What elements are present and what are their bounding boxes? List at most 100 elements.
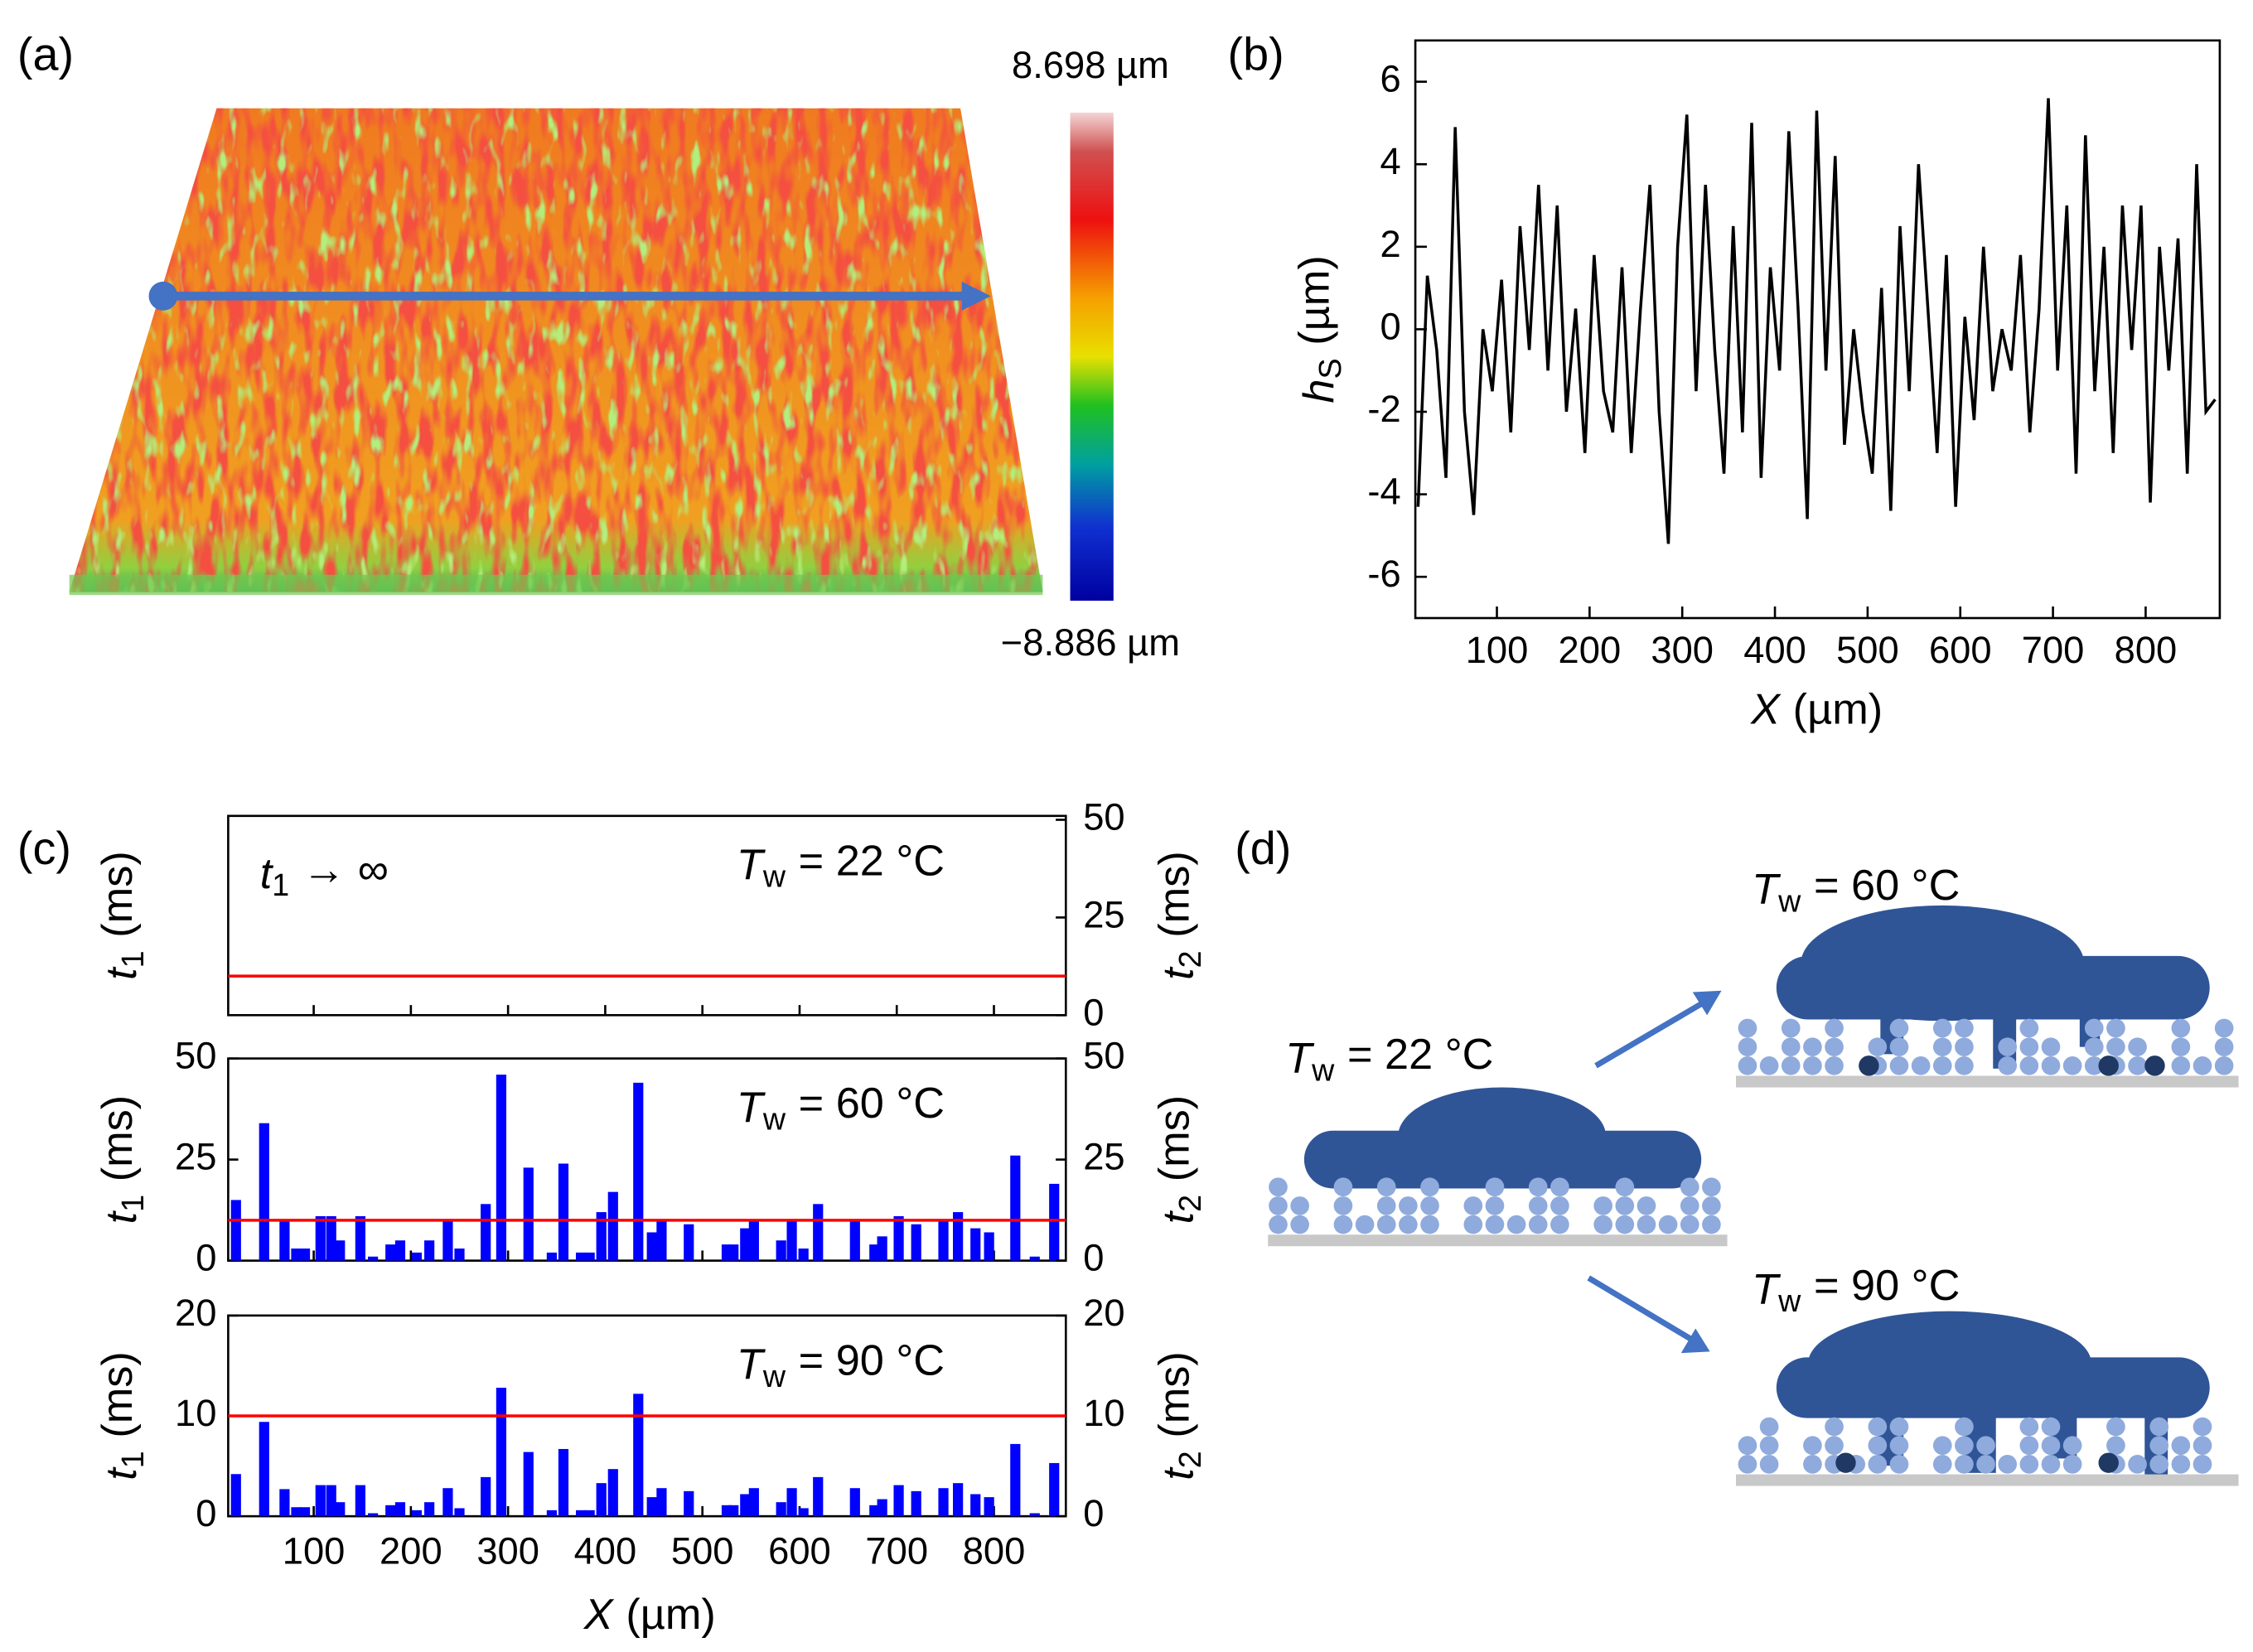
particle — [1485, 1196, 1505, 1215]
particle — [1269, 1196, 1288, 1215]
bar — [786, 1220, 797, 1261]
particle — [1702, 1177, 1721, 1197]
particle — [1781, 1018, 1801, 1038]
bar — [291, 1507, 302, 1517]
particle — [2171, 1037, 2191, 1057]
bar — [893, 1215, 904, 1261]
bar — [684, 1490, 694, 1517]
particle — [2084, 1056, 2104, 1075]
bar — [596, 1212, 607, 1261]
y-tick-label: 4 — [1380, 140, 1400, 182]
label-part: = 90 °C — [1814, 1262, 1960, 1310]
label-part: t — [98, 1210, 146, 1224]
particle — [1550, 1215, 1569, 1234]
bar — [798, 1508, 809, 1517]
bar — [496, 1075, 507, 1261]
bar — [558, 1448, 569, 1517]
particle — [1702, 1215, 1721, 1234]
bar — [546, 1252, 558, 1261]
particle — [1680, 1215, 1699, 1234]
droplet — [1303, 1087, 1702, 1189]
particle — [1399, 1196, 1418, 1215]
particle — [1593, 1215, 1613, 1234]
label-part: = 60 °C — [799, 1080, 945, 1128]
label-part: t — [1155, 1210, 1203, 1224]
particle — [1803, 1037, 1822, 1057]
bar — [684, 1224, 694, 1261]
label-part: (ms) — [1150, 851, 1198, 937]
bar — [335, 1502, 346, 1517]
particle — [1955, 1436, 1974, 1456]
x-tick-label: 400 — [1743, 629, 1806, 671]
particle — [1269, 1215, 1288, 1234]
panel-label: (b) — [1228, 28, 1284, 80]
y-axis-label: t1 (ms) — [94, 1095, 150, 1225]
particle — [1290, 1215, 1309, 1234]
bar — [315, 1215, 326, 1261]
annotation: t1 → ∞ — [260, 846, 389, 902]
label-part: h — [1295, 379, 1343, 403]
particle — [1889, 1455, 1909, 1474]
substrate — [1268, 1234, 1728, 1247]
arrowhead — [1680, 1328, 1710, 1354]
diagram — [1268, 905, 2239, 1486]
label-part: 1 — [115, 950, 150, 968]
arrow — [1594, 999, 1706, 1069]
particle — [1998, 1056, 2018, 1075]
bar — [385, 1244, 396, 1261]
particle — [2041, 1455, 2061, 1474]
label-part: X — [583, 1591, 615, 1639]
bar — [877, 1236, 887, 1261]
bar — [938, 1488, 949, 1517]
bar — [849, 1488, 860, 1517]
y-tick-label: -6 — [1367, 553, 1400, 595]
label-part: t — [260, 850, 274, 898]
y2-tick-label: 10 — [1083, 1392, 1124, 1434]
particle — [2019, 1436, 2039, 1456]
particle — [2084, 1037, 2104, 1057]
particle — [1955, 1018, 1974, 1038]
bar — [911, 1224, 921, 1261]
label-part: (µm) — [1290, 255, 1338, 345]
x-tick-label: 700 — [2022, 629, 2085, 671]
arrowhead — [1692, 990, 1722, 1016]
particle — [2149, 1436, 2169, 1456]
particle — [1976, 1455, 1995, 1474]
x-tick-label: 700 — [865, 1529, 928, 1572]
particle — [1333, 1215, 1353, 1234]
particle — [1528, 1177, 1548, 1197]
bar — [877, 1499, 887, 1517]
x-tick-label: 800 — [2115, 629, 2178, 671]
label-part: T — [1752, 1266, 1782, 1314]
state-label: Tw = 90 °C — [1752, 1262, 1960, 1318]
bar — [849, 1220, 860, 1261]
particle — [1825, 1018, 1844, 1038]
particle — [1269, 1177, 1288, 1197]
particle — [1593, 1196, 1613, 1215]
y-tick-label: 0 — [196, 1237, 216, 1279]
panel-label: (c) — [17, 823, 71, 874]
particle — [2128, 1037, 2147, 1057]
bar — [279, 1220, 290, 1261]
profile-arrowhead — [961, 281, 991, 311]
particle — [1825, 1417, 1844, 1437]
particle — [2128, 1056, 2147, 1075]
label-part: T — [737, 841, 766, 889]
particle — [1528, 1196, 1548, 1215]
bar — [575, 1252, 587, 1261]
label-part: = 60 °C — [1814, 862, 1960, 910]
plot-frame — [227, 814, 1067, 1017]
bar — [454, 1508, 465, 1517]
particle — [1759, 1056, 1779, 1075]
bar — [813, 1476, 824, 1517]
particle — [2193, 1455, 2212, 1474]
y-tick-label: 2 — [1380, 223, 1400, 265]
particle — [1680, 1196, 1699, 1215]
particle — [2019, 1018, 2039, 1038]
y-tick-label: 20 — [175, 1292, 216, 1334]
bar — [1049, 1183, 1060, 1261]
label-part: w — [1777, 1283, 1801, 1318]
bar — [984, 1232, 994, 1261]
bar — [481, 1204, 491, 1261]
bar — [523, 1167, 534, 1261]
